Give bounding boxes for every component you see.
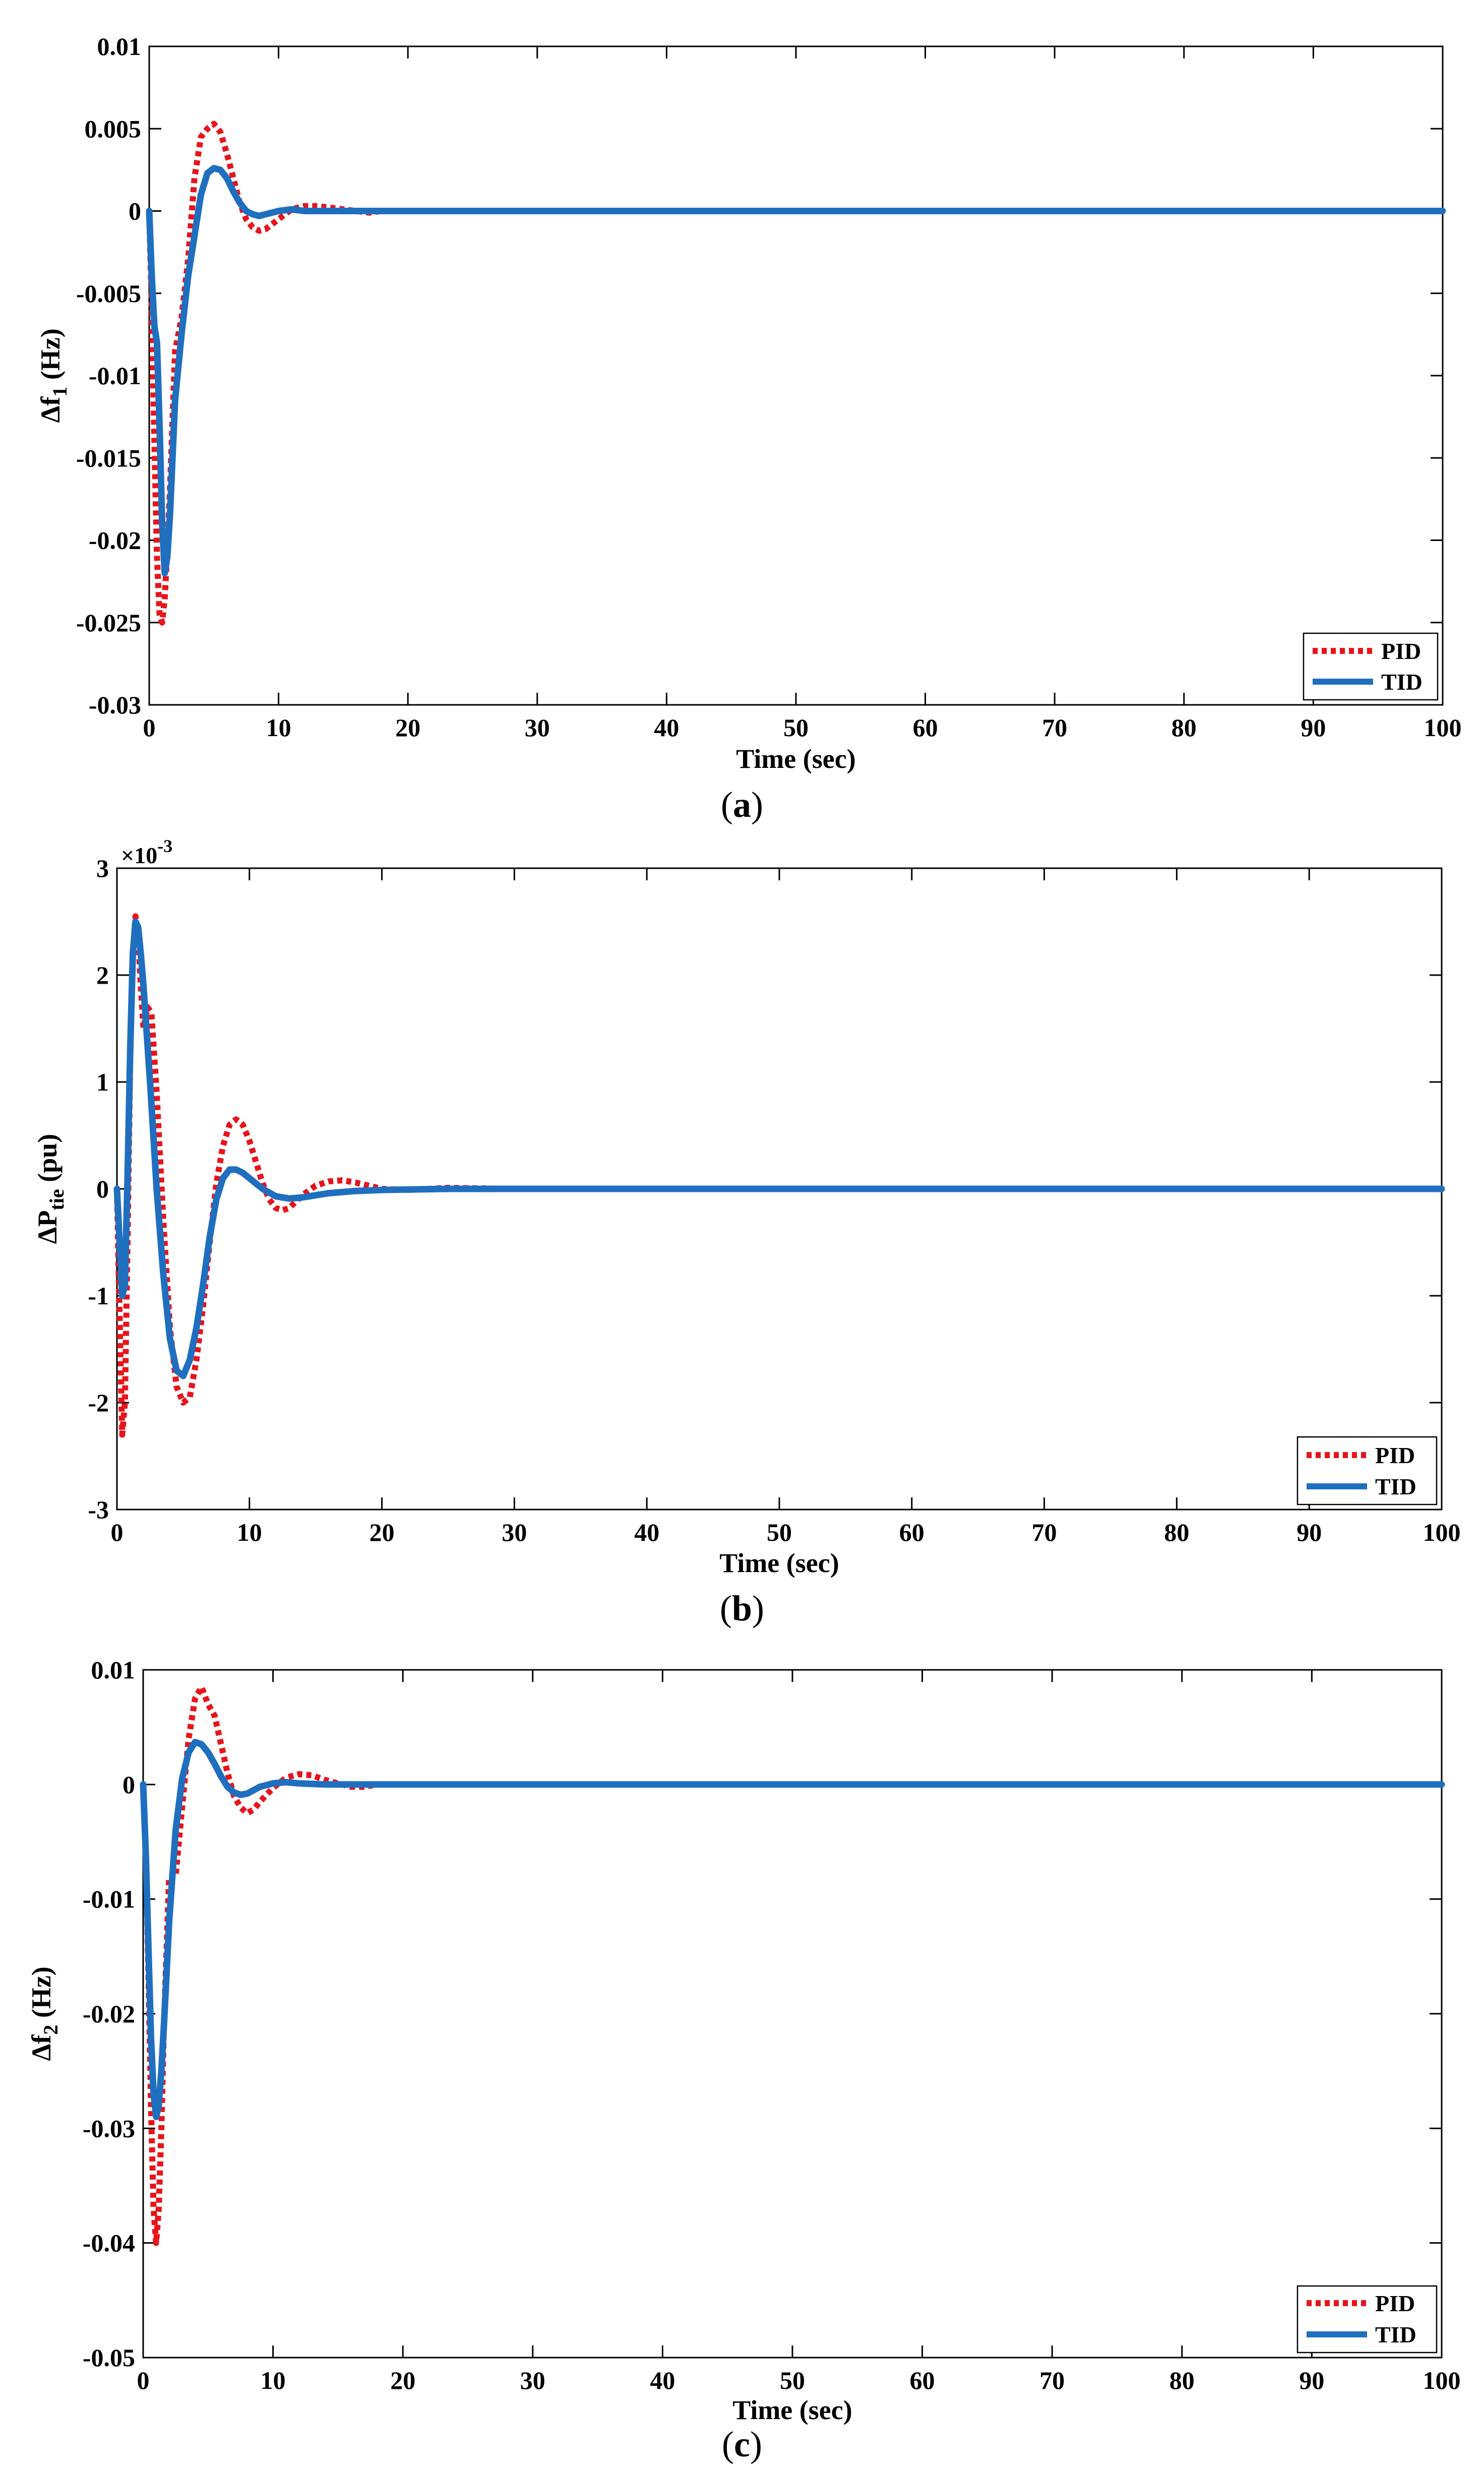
- legend-box-c: [1296, 2285, 1438, 2354]
- x-tick-label-c-5: 50: [780, 2366, 805, 2394]
- x-tick-label-b-6: 60: [899, 1518, 924, 1546]
- y-axis-title-a: Δf1 (Hz): [35, 328, 71, 423]
- x-tick-label-a-3: 30: [525, 713, 550, 742]
- series-lines-a: [146, 121, 1446, 626]
- x-tick-label-b-2: 20: [369, 1518, 395, 1546]
- legend-label-pid-c: PID: [1375, 2291, 1415, 2316]
- x-tick-label-a-5: 50: [783, 713, 809, 742]
- y-tick-label-a-2: -0.02: [89, 526, 141, 555]
- y-tick-label-a-6: 0: [129, 197, 141, 225]
- x-tick-label-a-7: 70: [1042, 713, 1067, 742]
- panel-caption-c: (c): [722, 2424, 762, 2464]
- y-axis-title-c: Δf2 (Hz): [26, 1966, 62, 2061]
- x-tick-label-a-9: 90: [1301, 713, 1326, 742]
- legend-label-tid-a: TID: [1381, 669, 1423, 695]
- y-tick-label-a-4: -0.01: [89, 362, 141, 390]
- y-tick-label-c-2: -0.03: [83, 2114, 135, 2142]
- x-tick-label-b-3: 30: [502, 1518, 527, 1546]
- plot-frame-c: [142, 1669, 1443, 2359]
- panel-caption-b: (b): [720, 1588, 764, 1629]
- legend-label-pid-a: PID: [1381, 638, 1421, 664]
- x-tick-label-c-6: 60: [910, 2366, 935, 2394]
- plot-frame-a: [148, 45, 1444, 706]
- y-tick-label-b-4: 1: [96, 1068, 109, 1096]
- x-tick-label-a-4: 40: [654, 713, 679, 742]
- x-axis-title-b: Time (sec): [719, 1548, 839, 1578]
- legend-label-tid-b: TID: [1375, 1474, 1416, 1499]
- y-tick-label-b-0: -3: [88, 1495, 109, 1524]
- x-axis-title-c: Time (sec): [732, 2395, 852, 2425]
- x-tick-label-c-8: 80: [1169, 2366, 1195, 2394]
- x-tick-label-c-2: 20: [390, 2366, 415, 2394]
- legend-b: PID TID: [1296, 1436, 1438, 1506]
- y-tick-label-c-3: -0.02: [83, 2000, 135, 2028]
- x-axis-title-a: Time (sec): [736, 744, 855, 774]
- y-tick-label-c-6: 0.01: [91, 1656, 136, 1684]
- x-tick-label-c-0: 0: [137, 2366, 150, 2394]
- legend-box-a: [1303, 632, 1439, 701]
- panel-c: -0.05 -0.04 -0.03 -0.02 -0.01 0 0.01 0 10 20 30 40…: [26, 1656, 1461, 2464]
- y-tick-label-a-5: -0.005: [76, 279, 141, 308]
- x-tick-label-b-10: 100: [1423, 1518, 1461, 1546]
- legend-label-tid-c: TID: [1375, 2322, 1416, 2347]
- x-tick-label-b-8: 80: [1164, 1518, 1189, 1546]
- x-tick-label-a-6: 60: [913, 713, 938, 742]
- y-axis-title-b: ΔPtie (pu): [32, 1134, 68, 1244]
- x-tick-label-a-0: 0: [143, 713, 156, 742]
- y-tick-label-a-1: -0.025: [76, 609, 141, 637]
- legend-c: PID TID: [1296, 2285, 1438, 2354]
- x-tick-label-a-2: 20: [395, 713, 420, 742]
- y-tick-label-c-4: -0.01: [83, 1885, 135, 1913]
- x-tick-label-c-4: 40: [650, 2366, 675, 2394]
- y-tick-label-c-1: -0.04: [83, 2229, 135, 2257]
- x-tick-label-c-3: 30: [520, 2366, 545, 2394]
- y-tick-label-a-7: 0.005: [85, 114, 142, 143]
- y-tick-label-b-6: 3: [96, 854, 109, 882]
- x-tick-label-a-8: 80: [1171, 713, 1197, 742]
- series-lines-b: [113, 913, 1445, 1438]
- y-tick-label-b-3: 0: [96, 1175, 109, 1203]
- series-line-tid-a: [146, 165, 1446, 577]
- x-tick-label-b-7: 70: [1032, 1518, 1057, 1546]
- x-tick-label-c-7: 70: [1039, 2366, 1065, 2394]
- x-tick-label-a-10: 100: [1424, 713, 1462, 742]
- exponent-label-b: ×10-3: [121, 836, 172, 868]
- x-tick-label-c-10: 100: [1423, 2366, 1461, 2394]
- panel-caption-a: (a): [721, 785, 763, 825]
- y-tick-label-a-8: 0.01: [97, 32, 142, 61]
- panel-a: -0.03 -0.025 -0.02 -0.015 -0.01 -0.005 0 0.005 0…: [35, 32, 1462, 825]
- series-line-tid-c: [140, 1738, 1445, 2121]
- y-tick-labels-c: -0.05 -0.04 -0.03 -0.02 -0.01 0 0.01: [83, 1656, 135, 2372]
- x-tick-labels-b: 0 10 20 30 40 50 60 70 80 90 100: [111, 1518, 1461, 1546]
- y-tick-label-a-0: -0.03: [89, 691, 141, 719]
- x-tick-labels-a: 0 10 20 30 40 50 60 70 80 90 100: [143, 713, 1462, 742]
- x-tick-labels-c: 0 10 20 30 40 50 60 70 80 90 100: [137, 2366, 1461, 2394]
- y-tick-label-b-5: 2: [96, 961, 109, 989]
- legend-label-pid-b: PID: [1375, 1442, 1415, 1468]
- legend-box-b: [1296, 1436, 1438, 1506]
- y-tick-label-a-3: -0.015: [76, 444, 141, 472]
- series-line-tid-b: [113, 918, 1445, 1379]
- x-tick-label-a-1: 10: [266, 713, 291, 742]
- y-tick-label-c-0: -0.05: [83, 2343, 135, 2372]
- x-tick-label-b-0: 0: [111, 1518, 123, 1546]
- x-tick-label-c-1: 10: [261, 2366, 286, 2394]
- y-tick-label-b-2: -1: [88, 1282, 109, 1310]
- x-tick-label-b-9: 90: [1296, 1518, 1322, 1546]
- x-tick-label-b-5: 50: [767, 1518, 792, 1546]
- y-tick-labels-b: -3 -2 -1 0 1 2 3: [88, 854, 109, 1524]
- y-tick-label-c-5: 0: [122, 1770, 135, 1798]
- y-tick-label-b-1: -2: [88, 1389, 109, 1417]
- x-tick-label-b-4: 40: [634, 1518, 659, 1546]
- legend-a: PID TID: [1303, 632, 1439, 701]
- series-lines-c: [140, 1684, 1445, 2246]
- x-tick-label-b-1: 10: [237, 1518, 262, 1546]
- x-tick-label-c-9: 90: [1299, 2366, 1324, 2394]
- y-tick-labels-a: -0.03 -0.025 -0.02 -0.015 -0.01 -0.005 0 0.005 0…: [76, 32, 141, 719]
